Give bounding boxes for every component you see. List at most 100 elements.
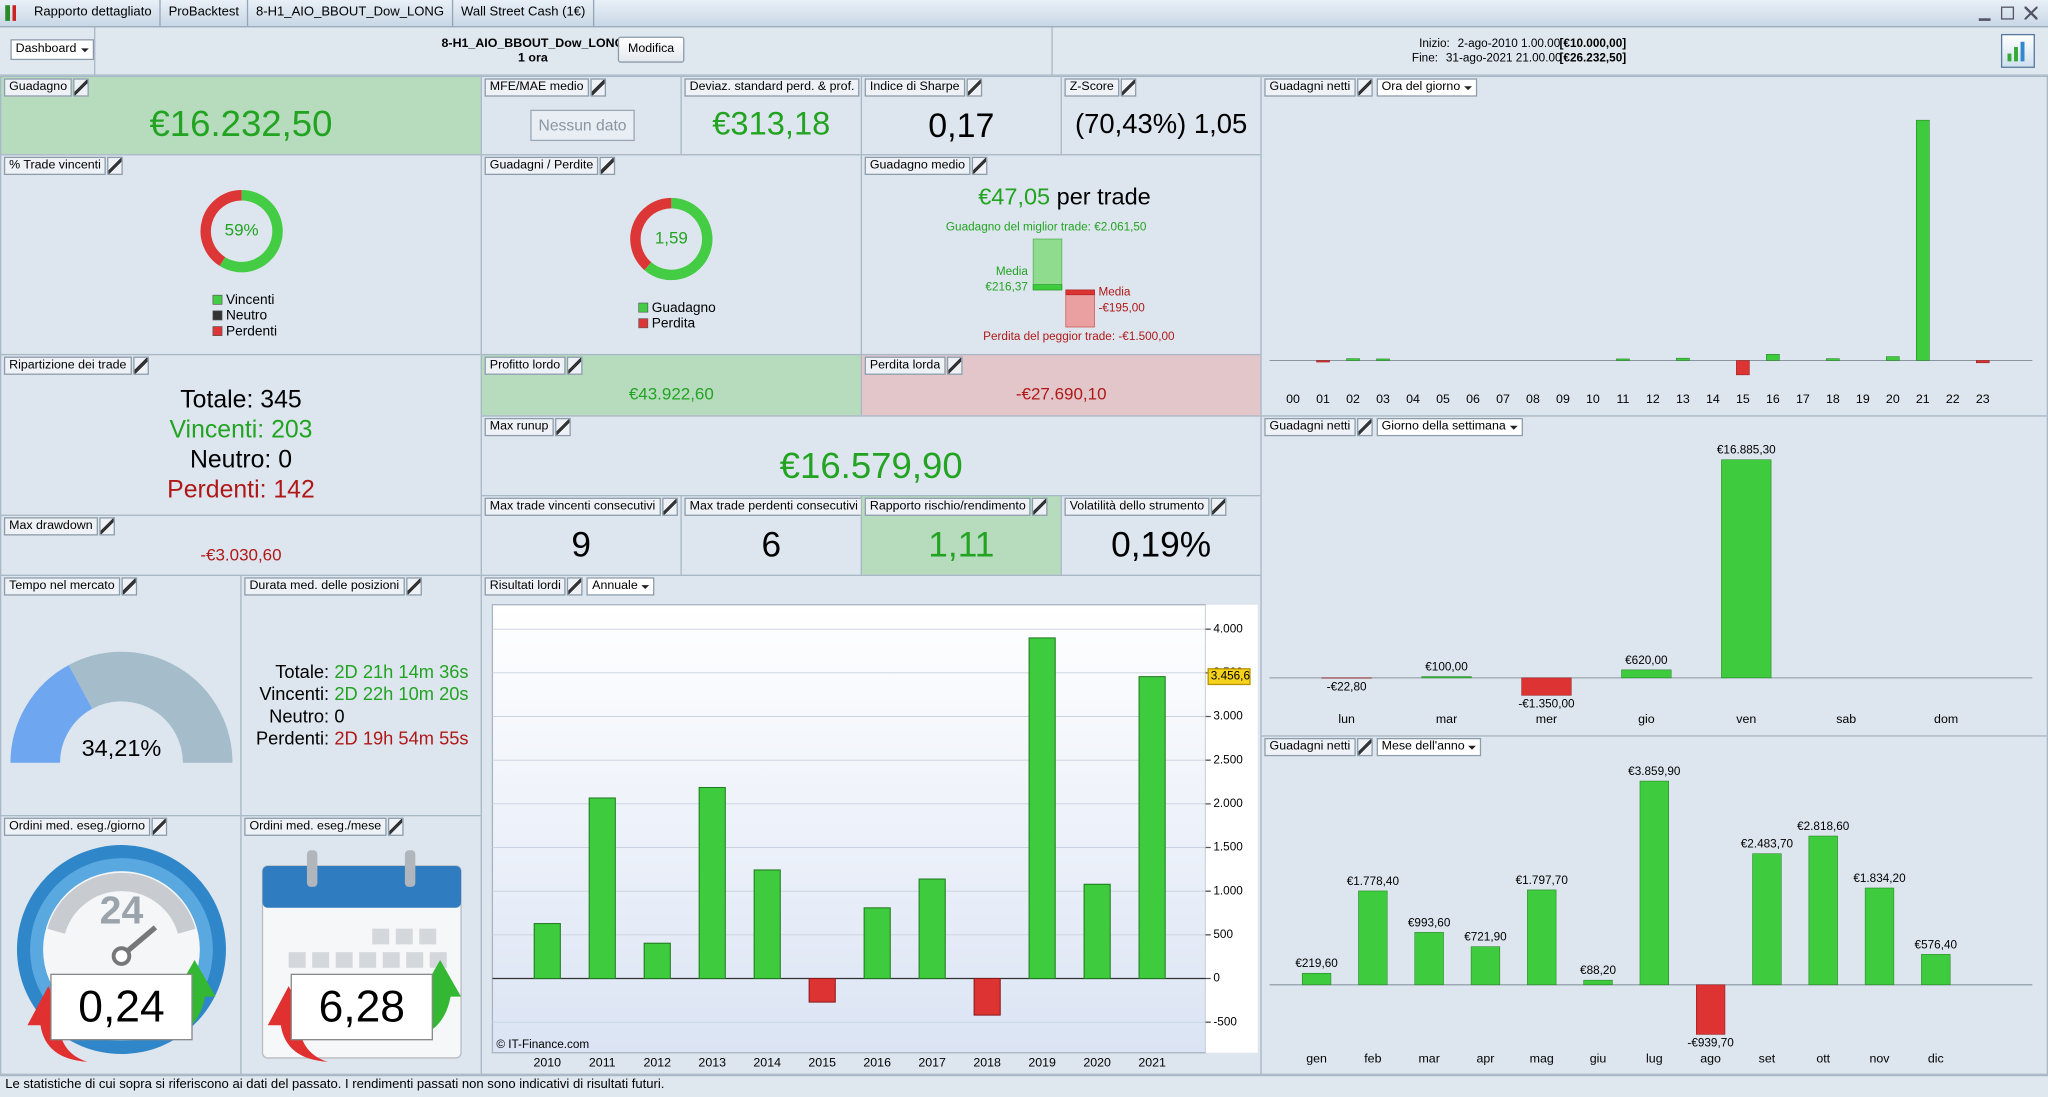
neutral: Neutro: 0: [189, 446, 293, 475]
y-tick-label: 4.000: [1213, 622, 1243, 635]
footer: Le statistiche di cui sopra si riferisco…: [0, 1074, 2048, 1097]
settings[interactable]: [121, 577, 137, 596]
settings[interactable]: [73, 78, 90, 97]
settings[interactable]: [1120, 78, 1137, 97]
settings[interactable]: [1356, 78, 1373, 97]
x-tick-label: 23: [1976, 392, 1990, 406]
bar: [1766, 354, 1780, 361]
value: -€27.690,10: [1015, 383, 1107, 404]
panel-header: MFE/MAE medio: [484, 78, 606, 97]
bar: [1316, 360, 1330, 363]
panel-gross-loss: Perdita lorda -€27.690,10: [860, 353, 1262, 417]
settings[interactable]: [599, 156, 616, 176]
dashboard-dropdown[interactable]: Dashboard: [10, 39, 95, 61]
settings[interactable]: [554, 417, 571, 437]
settings[interactable]: [1032, 497, 1048, 516]
trade-bar: [1032, 284, 1063, 291]
x-tick-label: gen: [1306, 1052, 1327, 1066]
x-tick-label: 17: [1796, 392, 1810, 406]
settings[interactable]: [590, 78, 606, 97]
x-tick-label: dic: [1928, 1052, 1944, 1066]
settings[interactable]: [966, 78, 982, 97]
x-tick-label: 01: [1316, 392, 1330, 406]
settings[interactable]: [661, 497, 678, 516]
trade-bar: [1032, 238, 1063, 291]
value: €313,18: [712, 105, 831, 143]
bar: [1414, 932, 1444, 986]
y-tick-label: 1.500: [1213, 841, 1243, 854]
panel-gross-results: © IT-Finance.com 4.0003.5003.0002.5002.0…: [480, 574, 1262, 1075]
x-tick-label: nov: [1870, 1052, 1891, 1066]
panel-sharpe: Indice di Sharpe 0,17: [860, 75, 1062, 156]
bar: [1521, 677, 1572, 696]
x-tick-label: 2017: [918, 1055, 946, 1069]
panel-net-hour: 00 01 02 03 04 05 06 07 08 09 10 11 12 13 14 15 16 17 18 19…: [1260, 75, 2048, 417]
maximize[interactable]: [2000, 6, 2015, 20]
minimize[interactable]: [1978, 7, 1991, 21]
period-dropdown[interactable]: Ora del giorno: [1376, 78, 1478, 97]
edit-button[interactable]: Modifica: [617, 36, 685, 63]
settings[interactable]: [566, 356, 583, 375]
panel-max-drawdown: Max drawdown -€3.030,60: [0, 514, 482, 576]
end-date: 31-ago-2021 21.00.00: [1445, 50, 1562, 64]
avg-loss-value: -€195,00: [1098, 301, 1145, 314]
settings[interactable]: [1356, 417, 1373, 437]
avg-trade-chart: €47,05 per trade Guadagno del miglior tr…: [946, 184, 1175, 343]
settings[interactable]: [946, 356, 963, 375]
value-label: €2.818,60: [1797, 820, 1850, 833]
dashboard-label: Dashboard: [15, 41, 77, 57]
x-tick-label: 02: [1346, 392, 1360, 406]
settings[interactable]: [971, 156, 988, 176]
value-label: €219,60: [1295, 957, 1338, 970]
panel-title: Perdita lorda: [864, 356, 946, 375]
value-box: [50, 973, 193, 1041]
worst-trade: Perdita del peggior trade: -€1.500,00: [983, 330, 1175, 343]
period-dropdown[interactable]: Giorno della settimana: [1376, 417, 1523, 437]
settings[interactable]: [1210, 497, 1227, 516]
panel-loss-streak: Max trade perdenti consecutivi 6: [680, 495, 863, 576]
x-tick-label: 2013: [698, 1055, 726, 1069]
x-tick-label: 08: [1526, 392, 1540, 406]
bar: [1358, 890, 1388, 986]
panel-title: Volatilità dello strumento: [1064, 497, 1210, 516]
value-box: [290, 973, 433, 1041]
bar: [1639, 780, 1669, 986]
panel-gross-profit: Profitto lordo €43.922,60: [480, 353, 863, 417]
title-bar: Rapporto dettagliato ProBacktest 8-H1_AIO_…: [0, 0, 2048, 28]
donut-label: 1,59: [655, 229, 688, 248]
clock-arc: [47, 872, 196, 935]
value: 1,11: [928, 525, 995, 565]
avg-value: €47,05: [978, 184, 1050, 210]
settings[interactable]: [132, 356, 149, 375]
close[interactable]: [2024, 6, 2038, 20]
panel-title: Ordini med. eseg./giorno: [3, 817, 151, 836]
panel-orders-day: 24 0,24 Ordini med. eseg./giorno: [0, 815, 242, 1075]
panel-header: Z-Score: [1064, 78, 1137, 97]
y-tick-label: 0: [1213, 972, 1220, 985]
x-tick-label: 2010: [533, 1055, 561, 1069]
timeframe: 1 ora: [518, 50, 548, 66]
panel-orders-month: 6,28 Ordini med. eseg./mese: [240, 815, 482, 1075]
period-dropdown[interactable]: Annuale: [586, 577, 655, 596]
period-dropdown[interactable]: Mese dell'anno: [1376, 737, 1482, 757]
value-label: €3.859,90: [1628, 765, 1681, 778]
settings[interactable]: [99, 517, 115, 536]
settings[interactable]: [387, 817, 404, 836]
settings[interactable]: [567, 577, 584, 596]
settings[interactable]: [405, 577, 422, 596]
panel-header: Profitto lordo: [484, 356, 583, 375]
tab[interactable]: Rapporto dettagliato: [26, 0, 161, 27]
donut-segment-loss: [630, 197, 672, 271]
panel-title: Max drawdown: [3, 517, 98, 536]
panel-avg-duration: Durata med. delle posizioni Totale: 2D 21…: [240, 574, 482, 817]
bar: [1621, 669, 1672, 679]
panel-avg-gain: €47,05 per trade Guadagno del miglior tr…: [860, 154, 1262, 356]
settings[interactable]: [107, 156, 124, 176]
avg-loss-label: Media: [1098, 286, 1130, 299]
legend-label: Perdita: [652, 316, 696, 331]
settings[interactable]: [151, 817, 168, 836]
report-icon[interactable]: [2000, 33, 2035, 68]
settings[interactable]: [1356, 737, 1373, 757]
panel-header: Guadagni netti Mese dell'anno: [1264, 737, 1482, 757]
